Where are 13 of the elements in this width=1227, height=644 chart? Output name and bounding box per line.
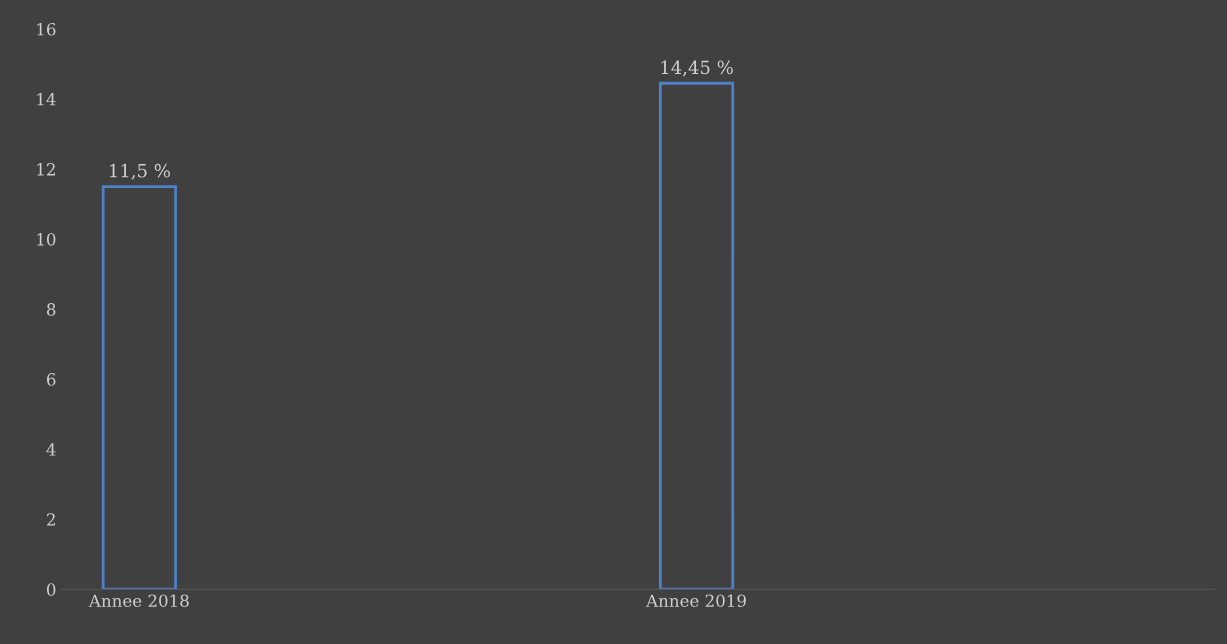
x-tick-label: Annee 2019	[645, 594, 746, 608]
y-tick-label: 4	[46, 443, 56, 456]
y-tick-label: 10	[37, 233, 56, 246]
y-tick-label: 14	[37, 92, 56, 106]
y-tick-label: 2	[47, 513, 55, 526]
y-tick-label: 16	[37, 22, 56, 36]
data-label: 14,45 %	[661, 60, 733, 77]
data-label: 11,5 %	[110, 163, 170, 180]
x-tick-label: Annee 2018	[88, 594, 189, 608]
y-tick-label: 12	[37, 163, 55, 176]
y-tick-label: 8	[47, 303, 56, 316]
y-tick-label: 0	[46, 583, 56, 596]
y-tick-label: 6	[47, 373, 56, 386]
